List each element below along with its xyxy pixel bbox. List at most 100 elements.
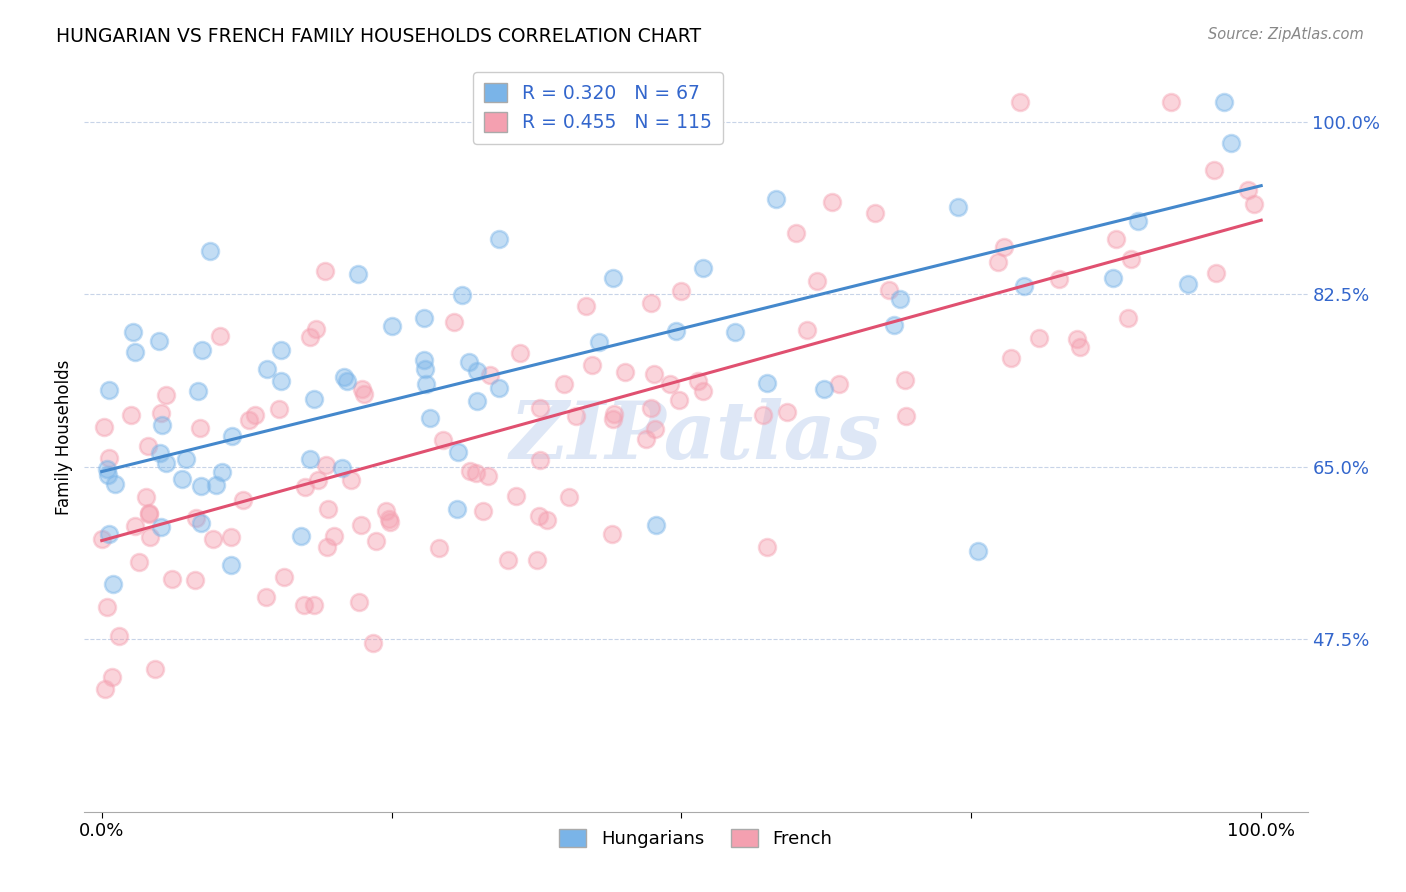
Point (155, 388, 177, 402)
Point (93, 681, 115, 696)
Point (692, 384, 714, 399)
Point (97, 527, 120, 541)
Point (122, 326, 145, 340)
Point (477, 469, 499, 483)
Point (948, 200, 970, 214)
Point (877, 283, 900, 297)
Point (352, 382, 374, 396)
Point (290, 529, 312, 543)
Point (529, 508, 551, 523)
Point (108, 629, 131, 643)
Point (305, 322, 328, 336)
Point (198, 244, 221, 259)
Point (139, 530, 162, 544)
Point (724, 325, 747, 339)
Text: Source: ZipAtlas.com: Source: ZipAtlas.com (1208, 27, 1364, 42)
Point (138, 508, 160, 522)
Point (361, 636, 384, 650)
Point (645, 518, 668, 533)
Point (1204, 163, 1226, 178)
Point (243, 408, 266, 422)
Point (581, 358, 603, 372)
Point (755, 376, 778, 390)
Point (966, 544, 988, 558)
Point (201, 532, 224, 546)
Point (432, 434, 454, 448)
Point (479, 368, 502, 382)
Point (205, 477, 228, 491)
Point (104, 477, 127, 491)
Point (1177, 277, 1199, 291)
Point (1119, 252, 1142, 266)
Point (450, 288, 472, 302)
Point (1160, 95, 1182, 109)
Point (1047, 272, 1070, 286)
Point (806, 274, 828, 288)
Point (160, 572, 183, 586)
Point (96, 462, 118, 476)
Point (172, 472, 194, 486)
Point (270, 374, 292, 388)
Point (103, 576, 125, 591)
Point (558, 490, 581, 504)
Point (149, 446, 172, 460)
Point (190, 516, 212, 530)
Point (378, 512, 401, 526)
Point (488, 381, 510, 395)
Point (896, 409, 918, 423)
Point (315, 458, 337, 473)
Point (575, 299, 598, 313)
Point (565, 409, 588, 423)
Point (765, 192, 787, 206)
Point (668, 392, 690, 407)
Point (149, 406, 172, 420)
Point (412, 352, 434, 367)
Point (669, 284, 692, 298)
Point (299, 330, 322, 344)
Point (138, 506, 160, 520)
Point (636, 433, 658, 447)
Point (150, 417, 173, 432)
Point (307, 473, 329, 487)
Point (90, 533, 112, 547)
Point (148, 334, 170, 348)
Y-axis label: Family Households: Family Households (55, 359, 73, 515)
Point (124, 519, 146, 533)
Point (821, 194, 844, 209)
Point (412, 311, 434, 326)
Point (813, 382, 835, 396)
Point (602, 407, 624, 421)
Point (427, 541, 450, 555)
Point (184, 511, 207, 525)
Point (446, 502, 468, 516)
Point (1243, 196, 1265, 211)
Point (221, 429, 243, 443)
Point (299, 452, 322, 467)
Point (1010, 95, 1032, 109)
Point (1126, 214, 1149, 228)
Point (755, 540, 778, 554)
Point (1028, 331, 1050, 345)
Point (149, 520, 172, 534)
Point (1205, 266, 1227, 280)
Point (529, 452, 551, 467)
Point (190, 479, 212, 493)
Point (155, 456, 177, 470)
Point (443, 315, 465, 329)
Point (93, 420, 115, 434)
Point (993, 240, 1015, 254)
Point (97, 468, 120, 483)
Point (785, 226, 807, 240)
Point (553, 376, 575, 391)
Point (643, 367, 665, 381)
Point (174, 452, 197, 467)
Point (1069, 340, 1091, 354)
Point (796, 323, 818, 337)
Point (124, 344, 146, 359)
Point (894, 373, 917, 387)
Point (1066, 332, 1088, 346)
Point (184, 574, 207, 588)
Point (536, 513, 558, 527)
Point (256, 362, 278, 376)
Point (381, 318, 404, 333)
